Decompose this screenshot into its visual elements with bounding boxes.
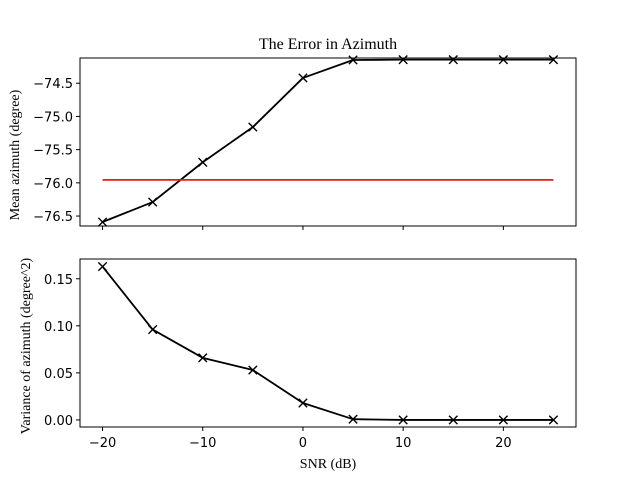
top-series-0-point — [298, 73, 308, 83]
bottom-y-tick-label: 0.10 — [44, 320, 73, 335]
bottom-series-0-point — [398, 415, 408, 425]
top-series-0-line — [102, 58, 554, 223]
top-y-tick-label: −74.5 — [33, 77, 73, 92]
bottom-axes-frame — [79, 258, 577, 428]
top-y-axis-label: Mean azimuth (degree) — [8, 89, 23, 220]
bottom-x-tick-label: −10 — [189, 436, 216, 451]
top-series-0-point — [198, 157, 208, 167]
bottom-series-0-point — [97, 261, 108, 272]
bottom-y-tick-label: 0.15 — [44, 273, 73, 288]
bottom-series-0-point — [298, 398, 308, 408]
top-series-0-point — [348, 55, 358, 65]
top-y-tick-label: −75.5 — [33, 144, 73, 159]
top-y-tick-label: −76.0 — [33, 177, 73, 192]
bottom-series-0-point — [348, 414, 358, 424]
top-y-tick-label: −76.5 — [33, 210, 73, 225]
top-series-0-point — [498, 54, 509, 65]
top-series-0-point — [97, 217, 108, 227]
bottom-series-0-point — [448, 415, 458, 425]
bottom-y-tick-label: 0.05 — [44, 367, 73, 382]
top-series-0-point — [248, 122, 258, 132]
bottom-y-axis-label: Variance of azimuth (degree^2) — [19, 257, 34, 434]
bottom-x-axis-label: SNR (dB) — [300, 457, 357, 472]
bottom-series-0-point — [147, 324, 158, 335]
top-plot: −76.5 −76.0 −75.5 −75.0 −74.5 — [33, 54, 577, 230]
top-series-0-point — [448, 54, 458, 65]
bottom-plot: 0.00 0.05 0.10 0.15 −20 −10 0 10 20 — [44, 258, 577, 451]
bottom-y-tick-label: 0.00 — [44, 414, 73, 429]
bottom-x-tick-label: 0 — [299, 436, 307, 451]
bottom-x-tick-label: 20 — [495, 436, 512, 451]
top-series-0-point — [398, 54, 408, 65]
top-axes-frame — [79, 57, 577, 227]
top-y-tick-label: −75.0 — [33, 110, 73, 125]
bottom-x-tick-label: −20 — [89, 436, 116, 451]
top-chart-title: The Error in Azimuth — [259, 36, 397, 53]
bottom-x-tick-label: 10 — [395, 436, 412, 451]
top-series-0-point — [548, 54, 559, 65]
bottom-series-0-line — [101, 265, 554, 421]
top-series-0-point — [147, 197, 158, 207]
bottom-series-0-point — [248, 365, 258, 375]
bottom-series-0-point — [498, 415, 509, 425]
bottom-series-0-point — [548, 415, 559, 425]
bottom-series-0-point — [198, 353, 208, 363]
